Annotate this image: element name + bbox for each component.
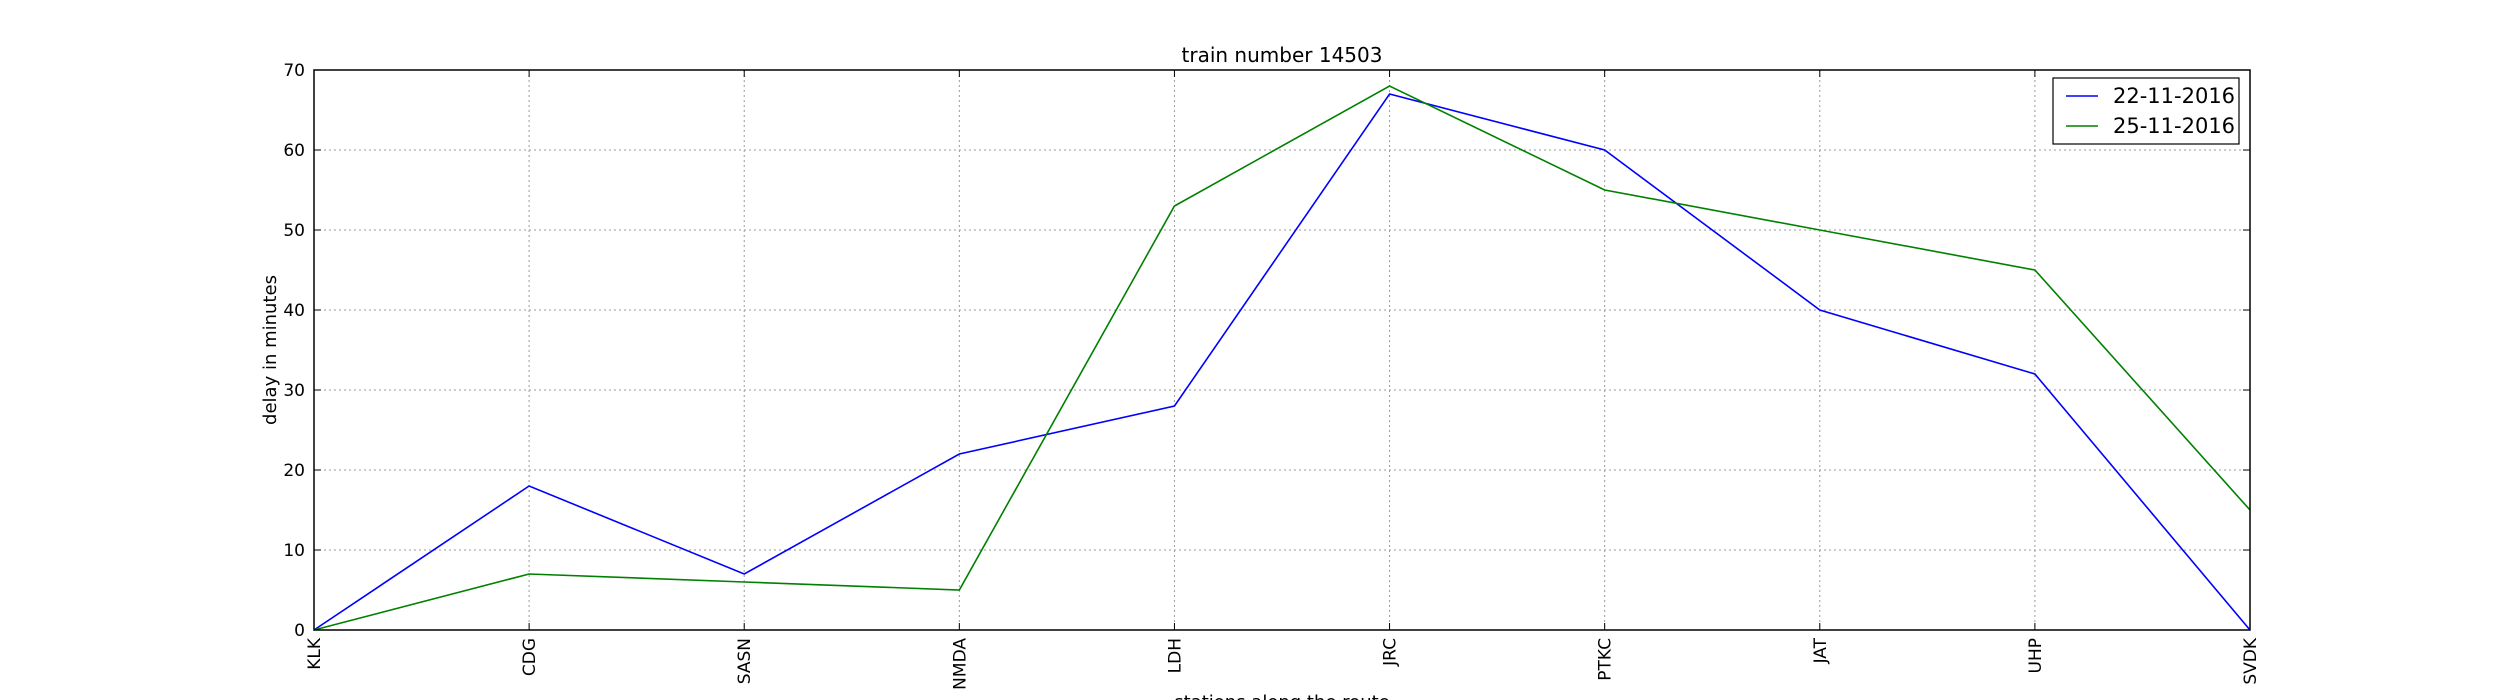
y-tick-label: 40 bbox=[283, 301, 305, 321]
data-point-series-1 bbox=[2033, 372, 2037, 376]
x-tick-label: JAT bbox=[1811, 637, 1831, 664]
data-point-series-1 bbox=[527, 484, 531, 488]
series-layer bbox=[313, 84, 2251, 631]
x-axis-ticks: KLK CDG SASN NMDA LDH JRC PTKC JAT UHP SVDK bbox=[305, 70, 2261, 690]
x-tick-label: LDH bbox=[1165, 638, 1185, 673]
data-point-series-1 bbox=[1603, 148, 1607, 152]
y-tick-label: 60 bbox=[283, 141, 305, 161]
data-point-series-1 bbox=[957, 452, 961, 456]
y-tick-label: 70 bbox=[283, 61, 305, 81]
data-point-series-1 bbox=[1388, 92, 1392, 96]
x-tick-label: NMDA bbox=[950, 638, 970, 690]
y-axis-ticks: 0 10 20 30 40 50 60 70 bbox=[283, 61, 2250, 641]
data-point-series-2 bbox=[1388, 84, 1392, 88]
grid-layer bbox=[313, 69, 2251, 631]
x-tick-label: SASN bbox=[735, 638, 755, 684]
data-point-series-2 bbox=[1818, 228, 1822, 232]
data-point-series-2 bbox=[957, 588, 961, 592]
y-tick-label: 50 bbox=[283, 221, 305, 241]
legend-box bbox=[2052, 77, 2240, 145]
x-tick-label: SVDK bbox=[2241, 637, 2261, 685]
y-axis-title: delay in minutes bbox=[260, 275, 281, 425]
data-point-series-2 bbox=[527, 572, 531, 576]
data-point-series-2 bbox=[742, 580, 746, 584]
series-line-2 bbox=[313, 85, 2251, 631]
x-tick-label: CDG bbox=[520, 638, 540, 676]
x-tick-label: UHP bbox=[2026, 638, 2046, 673]
x-tick-label: JRC bbox=[1381, 638, 1401, 667]
series-line-1 bbox=[313, 93, 2251, 631]
x-tick-label: PTKC bbox=[1596, 638, 1616, 681]
x-axis-title: stations along the route bbox=[1174, 692, 1389, 700]
data-point-series-2 bbox=[1172, 204, 1176, 208]
chart-title: train number 14503 bbox=[1182, 43, 1383, 67]
plot-frame bbox=[313, 69, 2251, 631]
y-tick-label: 10 bbox=[283, 541, 305, 561]
legend-label-series-2: 25-11-2016 bbox=[2113, 114, 2235, 138]
x-tick-label: KLK bbox=[305, 637, 325, 670]
legend-label-series-1: 22-11-2016 bbox=[2113, 84, 2235, 108]
y-tick-label: 30 bbox=[283, 381, 305, 401]
y-tick-label: 0 bbox=[294, 621, 305, 641]
data-point-series-2 bbox=[1603, 188, 1607, 192]
data-point-series-1 bbox=[1818, 308, 1822, 312]
data-point-series-1 bbox=[742, 572, 746, 576]
y-tick-label: 20 bbox=[283, 461, 305, 481]
data-point-series-1 bbox=[1172, 404, 1176, 408]
legend: 22-11-2016 25-11-2016 bbox=[2052, 77, 2240, 145]
data-point-series-2 bbox=[2033, 268, 2037, 272]
